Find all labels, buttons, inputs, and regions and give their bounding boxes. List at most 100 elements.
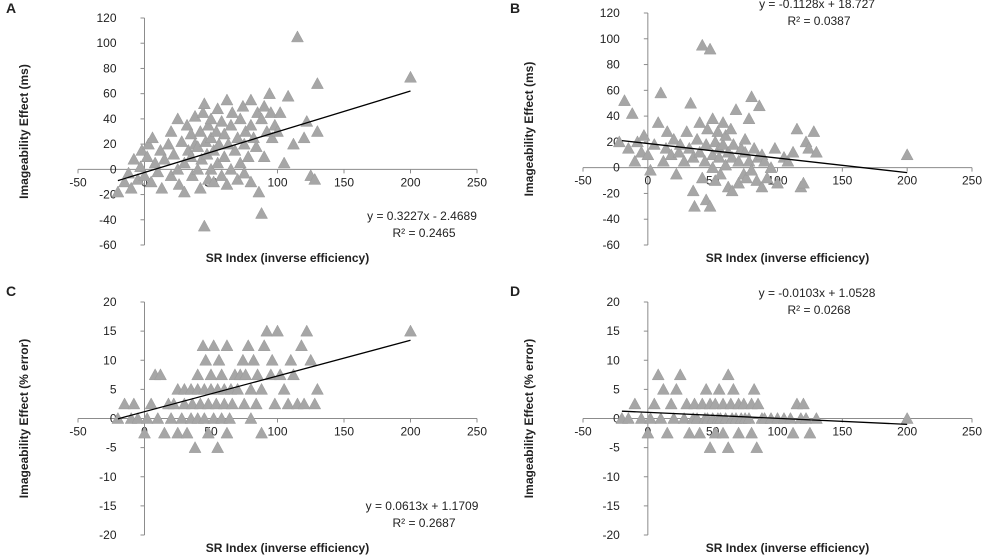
y-tick-label: -5 bbox=[106, 441, 117, 455]
data-point bbox=[191, 368, 205, 381]
data-point bbox=[669, 382, 683, 395]
data-point bbox=[706, 161, 720, 173]
y-tick-label: -20 bbox=[99, 188, 117, 202]
panel-d-chart: D-50050100150200250-20-15-10-505101520SR… bbox=[510, 283, 982, 555]
data-point bbox=[703, 199, 717, 212]
data-point bbox=[654, 411, 668, 424]
x-axis-title: SR Index (inverse efficiency) bbox=[206, 251, 369, 265]
data-point bbox=[225, 106, 239, 118]
x-axis-title: SR Index (inverse efficiency) bbox=[706, 251, 869, 265]
y-tick-label: 60 bbox=[606, 83, 620, 97]
data-point bbox=[225, 397, 239, 410]
data-point bbox=[281, 89, 295, 102]
y-tick-label: 120 bbox=[600, 6, 620, 20]
data-point bbox=[215, 114, 229, 127]
data-point bbox=[151, 165, 165, 178]
data-point bbox=[745, 90, 758, 103]
data-point bbox=[201, 118, 215, 131]
data-points bbox=[111, 30, 417, 232]
x-tick-label: 150 bbox=[334, 175, 354, 189]
data-point bbox=[273, 106, 287, 118]
data-point bbox=[249, 140, 263, 152]
data-point bbox=[277, 382, 291, 395]
data-point bbox=[656, 154, 670, 167]
data-point bbox=[690, 132, 704, 145]
y-tick-label: 20 bbox=[103, 137, 117, 151]
data-point bbox=[204, 368, 218, 381]
data-point bbox=[207, 411, 221, 424]
data-point bbox=[647, 397, 661, 410]
data-point bbox=[310, 77, 324, 89]
data-point bbox=[695, 171, 709, 184]
y-tick-label: 40 bbox=[606, 109, 620, 123]
y-tick-label: 0 bbox=[110, 162, 117, 176]
data-point bbox=[236, 99, 250, 112]
data-point bbox=[745, 426, 758, 439]
data-point bbox=[752, 99, 766, 112]
data-point bbox=[268, 397, 282, 410]
data-point bbox=[637, 128, 651, 141]
y-tick-label: -40 bbox=[602, 212, 620, 226]
panel-a-chart: A-50050100150200250-60-40-20020406080100… bbox=[6, 0, 487, 265]
y-tick-label: 5 bbox=[110, 382, 117, 396]
data-point bbox=[172, 177, 186, 190]
data-point bbox=[703, 42, 717, 55]
x-tick-label: 0 bbox=[644, 174, 651, 188]
data-point bbox=[281, 397, 295, 410]
data-point bbox=[703, 441, 717, 453]
data-point bbox=[310, 124, 324, 137]
data-point bbox=[146, 131, 159, 144]
data-point bbox=[803, 426, 817, 439]
data-point bbox=[667, 132, 681, 145]
data-point bbox=[732, 154, 746, 167]
data-point bbox=[257, 150, 271, 162]
data-point bbox=[747, 382, 761, 395]
data-point bbox=[900, 411, 914, 424]
data-point bbox=[175, 135, 189, 147]
data-point bbox=[217, 127, 231, 140]
data-point bbox=[241, 150, 255, 162]
data-point bbox=[252, 185, 266, 198]
data-point bbox=[664, 397, 678, 410]
x-axis-title: SR Index (inverse efficiency) bbox=[206, 541, 369, 555]
data-point bbox=[667, 411, 681, 424]
x-tick-label: 250 bbox=[467, 175, 487, 189]
data-point bbox=[224, 162, 238, 175]
data-point bbox=[634, 145, 648, 158]
data-point bbox=[215, 411, 229, 424]
data-point bbox=[148, 156, 162, 169]
data-point bbox=[300, 324, 314, 337]
data-point bbox=[799, 411, 813, 424]
data-point bbox=[404, 324, 417, 337]
data-point bbox=[900, 148, 914, 161]
panel-letter: C bbox=[6, 283, 16, 299]
data-point bbox=[719, 158, 733, 171]
data-point bbox=[124, 181, 138, 194]
data-point bbox=[151, 411, 165, 424]
x-tick-label: -50 bbox=[69, 425, 87, 439]
data-point bbox=[725, 184, 739, 197]
data-point bbox=[644, 411, 657, 424]
data-point bbox=[308, 172, 322, 185]
data-point bbox=[231, 131, 245, 144]
data-point bbox=[138, 426, 151, 439]
data-point bbox=[677, 411, 691, 424]
x-tick-label: 250 bbox=[962, 174, 982, 188]
data-point bbox=[244, 382, 258, 395]
data-point bbox=[255, 206, 268, 219]
data-point bbox=[122, 166, 135, 179]
trendline bbox=[621, 410, 908, 426]
data-point bbox=[193, 181, 207, 194]
data-point bbox=[797, 397, 810, 410]
data-point bbox=[669, 167, 683, 180]
data-point bbox=[745, 163, 758, 176]
data-point bbox=[184, 127, 198, 140]
data-point bbox=[751, 397, 765, 410]
data-point bbox=[231, 172, 245, 185]
y-tick-label: -10 bbox=[602, 470, 620, 484]
data-point bbox=[171, 112, 185, 125]
data-point bbox=[233, 112, 247, 125]
panel-letter: B bbox=[510, 0, 520, 16]
data-point bbox=[790, 122, 804, 135]
data-point bbox=[193, 124, 207, 137]
